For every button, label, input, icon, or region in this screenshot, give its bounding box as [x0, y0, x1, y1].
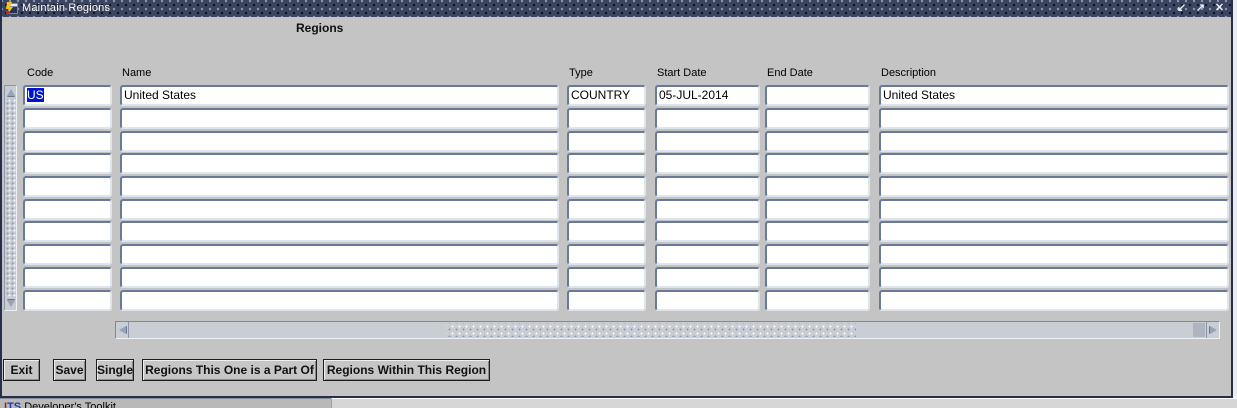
field-name[interactable] [120, 199, 559, 220]
field-description[interactable] [879, 290, 1229, 311]
toolkit-logo-icon: I [4, 401, 8, 408]
field-code[interactable] [23, 244, 112, 265]
field-start-date[interactable] [655, 199, 760, 220]
field-end-date[interactable] [765, 108, 870, 129]
regions-part-of-button[interactable]: Regions This One is a Part Of [142, 359, 317, 381]
field-type[interactable] [567, 244, 646, 265]
field-name[interactable] [120, 108, 559, 129]
column-header-start-date: Start Date [657, 67, 707, 79]
field-name[interactable]: United States [120, 85, 559, 106]
field-start-date[interactable] [655, 290, 760, 311]
field-type[interactable]: COUNTRY [567, 85, 646, 106]
field-start-date[interactable] [655, 244, 760, 265]
field-description[interactable] [879, 153, 1229, 174]
field-type[interactable] [567, 221, 646, 242]
minimize-icon[interactable]: ↙ [1176, 2, 1187, 14]
field-code[interactable] [23, 221, 112, 242]
field-code[interactable] [23, 199, 112, 220]
scroll-down-icon[interactable] [5, 297, 16, 310]
field-type[interactable] [567, 153, 646, 174]
scrollbar-slot [1193, 323, 1205, 337]
close-icon[interactable]: ✕ [1214, 2, 1225, 14]
maintain-regions-window: Maintain Regions ↙ ↗ ✕ Regions Code Name… [0, 0, 1233, 398]
record-scrollbar[interactable] [4, 85, 17, 311]
field-type[interactable] [567, 267, 646, 288]
field-type[interactable] [567, 176, 646, 197]
field-type[interactable] [567, 290, 646, 311]
toolkit-logo-icon: TS [7, 401, 22, 408]
field-description[interactable] [879, 199, 1229, 220]
field-description[interactable] [879, 131, 1229, 152]
column-header-name: Name [122, 67, 152, 79]
background-window-title-fragment: ITS Developer's Toolkit [4, 401, 116, 408]
column-header-code: Code [27, 67, 54, 79]
field-start-date[interactable] [655, 267, 760, 288]
field-description[interactable] [879, 221, 1229, 242]
column-header-type: Type [569, 67, 593, 79]
maximize-icon[interactable]: ↗ [1195, 2, 1206, 14]
field-code[interactable]: US [23, 85, 112, 106]
field-start-date[interactable] [655, 221, 760, 242]
field-code[interactable] [23, 267, 112, 288]
field-end-date[interactable] [765, 85, 870, 106]
regions-within-region-button[interactable]: Regions Within This Region [323, 359, 490, 381]
exit-button[interactable]: Exit [3, 359, 40, 381]
forms-app-icon [6, 2, 18, 15]
field-name[interactable] [120, 290, 559, 311]
scrollbar-track-stipple [446, 323, 856, 337]
field-description[interactable] [879, 176, 1229, 197]
field-end-date[interactable] [765, 290, 870, 311]
field-end-date[interactable] [765, 221, 870, 242]
form-title: Regions [296, 21, 344, 35]
field-name[interactable] [120, 244, 559, 265]
field-name[interactable] [120, 267, 559, 288]
selected-text: US [27, 88, 44, 102]
field-name[interactable] [120, 176, 559, 197]
field-code[interactable] [23, 131, 112, 152]
window-titlebar[interactable]: Maintain Regions ↙ ↗ ✕ [2, 0, 1231, 17]
field-name[interactable] [120, 221, 559, 242]
field-end-date[interactable] [765, 153, 870, 174]
field-start-date[interactable] [655, 131, 760, 152]
window-title: Maintain Regions [22, 2, 111, 14]
field-start-date[interactable] [655, 153, 760, 174]
horizontal-scrollbar[interactable] [115, 321, 1220, 339]
scroll-left-icon[interactable] [116, 322, 129, 338]
field-end-date[interactable] [765, 244, 870, 265]
scroll-right-icon[interactable] [1206, 322, 1219, 338]
field-code[interactable] [23, 108, 112, 129]
field-description[interactable] [879, 108, 1229, 129]
field-code[interactable] [23, 176, 112, 197]
column-header-description: Description [881, 67, 937, 79]
field-type[interactable] [567, 108, 646, 129]
field-start-date[interactable]: 05-JUL-2014 [655, 85, 760, 106]
field-code[interactable] [23, 290, 112, 311]
background-window-titlebar[interactable]: ITS Developer's Toolkit [0, 398, 331, 408]
field-name[interactable] [120, 153, 559, 174]
field-description[interactable]: United States [879, 85, 1229, 106]
field-end-date[interactable] [765, 267, 870, 288]
field-end-date[interactable] [765, 176, 870, 197]
column-header-end-date: End Date [767, 67, 813, 79]
field-start-date[interactable] [655, 176, 760, 197]
field-description[interactable] [879, 267, 1229, 288]
field-type[interactable] [567, 131, 646, 152]
field-end-date[interactable] [765, 131, 870, 152]
field-start-date[interactable] [655, 108, 760, 129]
field-type[interactable] [567, 199, 646, 220]
background-window-surface [331, 398, 1237, 408]
scroll-up-icon[interactable] [5, 86, 16, 99]
field-name[interactable] [120, 131, 559, 152]
background-window-title-text: Developer's Toolkit [24, 401, 116, 408]
field-code[interactable] [23, 153, 112, 174]
save-button[interactable]: Save [53, 359, 86, 381]
single-button[interactable]: Single [96, 359, 134, 381]
field-description[interactable] [879, 244, 1229, 265]
field-end-date[interactable] [765, 199, 870, 220]
